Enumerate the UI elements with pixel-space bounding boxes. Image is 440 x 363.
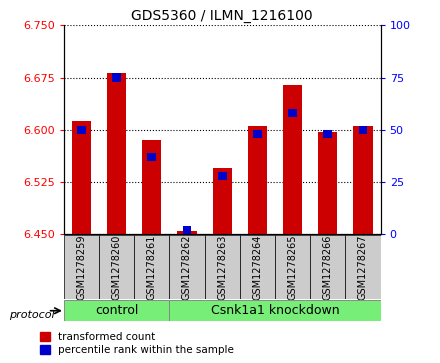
Bar — [359, 126, 367, 134]
Text: GSM1278264: GSM1278264 — [253, 234, 262, 300]
Bar — [353, 126, 373, 234]
Bar — [99, 235, 134, 299]
Bar — [253, 130, 262, 138]
Bar — [218, 172, 227, 180]
Bar — [64, 300, 169, 321]
Legend: transformed count, percentile rank within the sample: transformed count, percentile rank withi… — [40, 332, 234, 355]
Title: GDS5360 / ILMN_1216100: GDS5360 / ILMN_1216100 — [132, 9, 313, 23]
Bar — [112, 73, 121, 82]
Bar — [288, 109, 297, 117]
Bar — [323, 130, 332, 138]
Bar — [107, 73, 126, 234]
Text: GSM1278263: GSM1278263 — [217, 234, 227, 300]
Text: GSM1278265: GSM1278265 — [288, 234, 297, 300]
Text: GSM1278260: GSM1278260 — [112, 234, 121, 300]
Bar — [147, 153, 156, 161]
Bar — [183, 226, 191, 234]
Bar — [169, 300, 381, 321]
Text: protocol: protocol — [9, 310, 55, 320]
Bar — [64, 235, 99, 299]
Bar — [177, 231, 197, 234]
Text: GSM1278261: GSM1278261 — [147, 234, 157, 300]
Bar — [248, 126, 267, 234]
Text: GSM1278259: GSM1278259 — [77, 234, 86, 300]
Bar — [134, 235, 169, 299]
Text: Csnk1a1 knockdown: Csnk1a1 knockdown — [211, 304, 339, 317]
Text: GSM1278266: GSM1278266 — [323, 234, 333, 300]
Bar — [345, 235, 381, 299]
Bar — [72, 121, 91, 234]
Bar — [205, 235, 240, 299]
Text: control: control — [95, 304, 138, 317]
Bar — [142, 140, 161, 234]
Bar — [310, 235, 345, 299]
Text: GSM1278262: GSM1278262 — [182, 234, 192, 300]
Bar — [240, 235, 275, 299]
Bar — [213, 168, 232, 234]
Bar — [318, 132, 337, 234]
Bar — [77, 126, 86, 134]
Bar — [283, 85, 302, 234]
Bar — [169, 235, 205, 299]
Text: GSM1278267: GSM1278267 — [358, 234, 368, 300]
Bar — [275, 235, 310, 299]
